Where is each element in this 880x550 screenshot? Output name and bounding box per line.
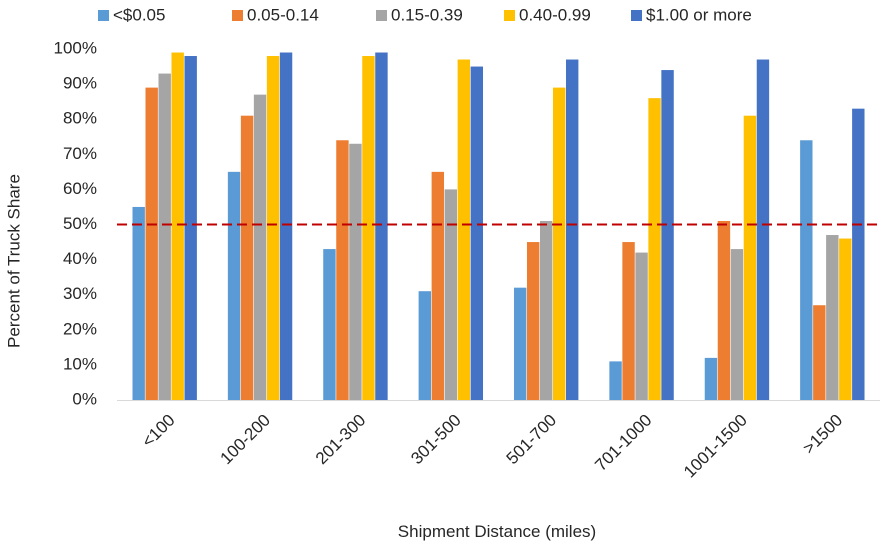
x-axis: <100 100-200 201-300 301-500 501-700 701-1000… — [117, 400, 880, 482]
y-tick-label: 20% — [63, 319, 97, 338]
bar — [323, 249, 336, 400]
y-tick-label: 10% — [63, 354, 97, 373]
x-tick-label: 100-200 — [217, 411, 275, 469]
bar — [457, 59, 471, 400]
bar — [756, 59, 770, 400]
bar — [227, 171, 241, 400]
bar — [158, 73, 171, 400]
legend-label: $1.00 or more — [646, 5, 752, 24]
legend-swatch — [631, 10, 642, 21]
legend-label: 0.15-0.39 — [391, 5, 463, 24]
bar — [336, 140, 349, 400]
bar — [852, 108, 865, 401]
y-tick-label: 90% — [63, 74, 97, 93]
bar — [253, 94, 267, 400]
y-tick-label: 100% — [54, 38, 97, 57]
bar — [552, 87, 566, 401]
bar — [431, 171, 445, 400]
bar — [171, 52, 184, 400]
bar — [826, 235, 839, 400]
bar — [279, 52, 293, 400]
bar — [470, 66, 484, 401]
bar — [526, 242, 540, 400]
bar — [622, 242, 635, 400]
legend-label: 0.40-0.99 — [519, 5, 591, 24]
y-tick-label: 60% — [63, 179, 97, 198]
legend-label: 0.05-0.14 — [247, 5, 319, 24]
y-tick-label: 50% — [63, 214, 97, 233]
legend-swatch — [98, 10, 109, 21]
bar — [266, 56, 280, 401]
bar — [513, 287, 527, 400]
legend-swatch — [504, 10, 515, 21]
x-tick-label: 201-300 — [312, 411, 370, 469]
bar — [444, 189, 458, 400]
y-tick-label: 70% — [63, 144, 97, 163]
bar — [145, 87, 158, 401]
bar — [565, 59, 579, 400]
x-tick-label: 501-700 — [503, 411, 561, 469]
bar — [539, 220, 553, 400]
bar — [609, 361, 622, 400]
x-tick-label: 1001-1500 — [680, 411, 751, 482]
y-tick-label: 30% — [63, 284, 97, 303]
bar — [648, 98, 661, 400]
bar — [418, 291, 432, 400]
x-tick-label: 301-500 — [407, 411, 465, 469]
bar — [184, 56, 197, 401]
bar — [839, 238, 852, 400]
bar — [362, 56, 375, 401]
bar — [240, 115, 254, 400]
bars — [132, 52, 865, 401]
bar — [813, 305, 826, 400]
x-tick-label: 701-1000 — [591, 411, 655, 475]
bar — [375, 52, 388, 400]
legend-swatch — [376, 10, 387, 21]
x-tick-label: >1500 — [799, 411, 846, 458]
y-axis: 0% 10% 20% 30% 40% 50% 60% 70% 80% 90% 100% — [54, 38, 97, 408]
legend: <$0.05 0.05-0.14 0.15-0.39 0.40-0.99 $1.00 o… — [98, 5, 752, 24]
legend-label: <$0.05 — [113, 5, 165, 24]
bar — [730, 249, 744, 400]
bar — [349, 143, 362, 400]
y-axis-title: Percent of Truck Share — [4, 174, 23, 348]
bar — [704, 357, 718, 400]
bar — [661, 70, 674, 400]
legend-swatch — [232, 10, 243, 21]
x-tick-label: <100 — [138, 411, 179, 452]
y-tick-label: 80% — [63, 109, 97, 128]
y-tick-label: 0% — [72, 389, 97, 408]
bar — [635, 252, 648, 400]
y-tick-label: 40% — [63, 249, 97, 268]
x-axis-title: Shipment Distance (miles) — [398, 522, 596, 541]
bar — [717, 220, 731, 400]
bar — [743, 115, 757, 400]
bar — [800, 140, 813, 400]
bar — [132, 206, 145, 400]
